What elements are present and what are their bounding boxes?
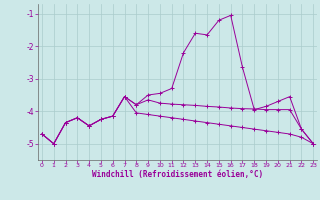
X-axis label: Windchill (Refroidissement éolien,°C): Windchill (Refroidissement éolien,°C) <box>92 170 263 179</box>
